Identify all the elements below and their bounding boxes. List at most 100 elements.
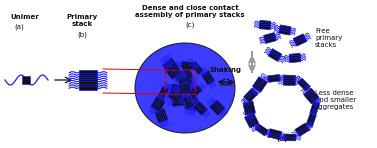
Bar [172, 68, 181, 80]
Bar [189, 87, 193, 100]
Text: Free
primary
stacks: Free primary stacks [315, 28, 342, 48]
Bar [284, 138, 296, 141]
Bar [268, 76, 280, 81]
Bar [244, 88, 254, 99]
Bar [172, 93, 184, 97]
Bar [255, 127, 266, 136]
Bar [153, 98, 162, 110]
Bar [79, 83, 97, 87]
Bar [196, 102, 207, 113]
Bar [197, 101, 208, 112]
Bar [159, 87, 167, 99]
Text: Shaking: Shaking [210, 67, 242, 73]
Bar [181, 90, 193, 93]
Bar [170, 64, 180, 75]
Bar [265, 36, 276, 42]
Bar [179, 78, 192, 82]
Bar [166, 67, 176, 78]
Bar [248, 101, 254, 114]
Bar [303, 93, 314, 104]
Bar [203, 72, 212, 84]
Bar [171, 69, 179, 81]
Bar [193, 98, 198, 111]
Bar [265, 38, 276, 44]
Bar [297, 81, 308, 91]
Bar [79, 86, 97, 90]
Bar [180, 81, 192, 86]
Bar [309, 88, 319, 99]
Bar [279, 28, 291, 33]
Bar [305, 92, 315, 103]
Bar [299, 79, 309, 90]
Bar [186, 87, 189, 99]
Bar [245, 89, 256, 100]
Bar [171, 90, 182, 99]
Bar [79, 81, 97, 85]
Bar [169, 72, 182, 78]
Bar [191, 88, 202, 98]
Bar [268, 78, 280, 82]
Bar [158, 110, 165, 122]
Text: (a): (a) [14, 23, 24, 29]
Bar [296, 39, 307, 46]
Bar [172, 97, 184, 101]
Bar [185, 96, 193, 108]
Bar [172, 99, 184, 103]
Bar [188, 87, 191, 100]
Bar [173, 86, 184, 95]
Bar [150, 96, 159, 108]
Bar [256, 125, 267, 135]
Bar [193, 105, 204, 115]
Bar [284, 80, 296, 84]
Bar [252, 77, 262, 88]
Bar [195, 104, 205, 114]
Bar [279, 27, 291, 32]
Bar [284, 134, 296, 137]
Bar [186, 95, 194, 108]
Bar [264, 34, 276, 40]
Text: (c): (c) [185, 22, 195, 29]
Bar [79, 77, 97, 81]
Bar [190, 64, 201, 75]
Bar [311, 102, 318, 114]
Bar [171, 84, 184, 89]
Bar [193, 61, 203, 72]
Bar [268, 132, 281, 138]
Bar [297, 126, 309, 135]
Bar [247, 102, 252, 114]
Bar [170, 93, 182, 98]
Bar [289, 53, 300, 57]
Bar [295, 37, 306, 45]
Bar [79, 79, 97, 83]
Bar [156, 110, 163, 122]
Bar [181, 63, 193, 68]
Bar [174, 67, 182, 79]
Bar [173, 102, 185, 106]
Bar [157, 100, 166, 112]
Bar [165, 70, 195, 94]
Bar [170, 71, 182, 76]
Bar [250, 101, 256, 113]
Bar [269, 130, 281, 136]
Bar [190, 98, 195, 110]
Text: Dense and close contact
assembly of primary stacks: Dense and close contact assembly of prim… [135, 5, 245, 18]
Bar [270, 50, 281, 58]
Bar [181, 93, 193, 97]
Bar [284, 136, 296, 139]
Bar [181, 65, 193, 70]
Bar [178, 85, 190, 90]
Bar [168, 59, 178, 70]
Bar [184, 66, 192, 78]
Bar [284, 77, 296, 80]
Bar [181, 91, 193, 95]
Bar [293, 34, 305, 41]
Bar [176, 72, 185, 84]
Bar [170, 87, 183, 92]
Bar [169, 65, 179, 76]
Bar [310, 114, 316, 127]
Bar [248, 92, 258, 102]
Bar [258, 81, 267, 92]
Bar [192, 62, 202, 73]
Bar [172, 95, 184, 99]
Bar [164, 62, 173, 73]
